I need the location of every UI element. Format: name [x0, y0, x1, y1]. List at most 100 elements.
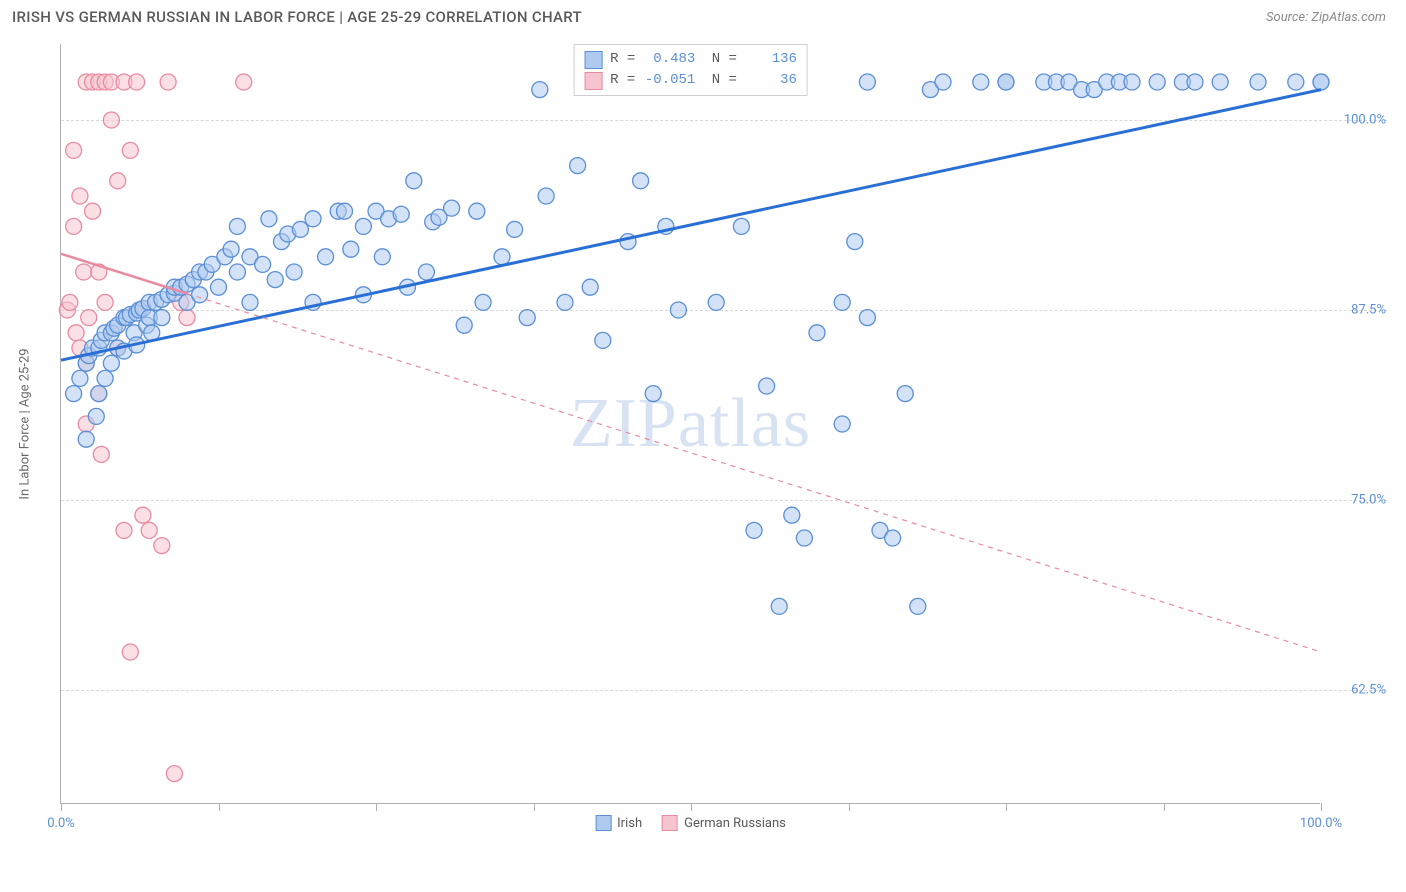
- y-axis-label: In Labor Force | Age 25-29: [18, 348, 33, 499]
- data-point: [337, 203, 353, 219]
- data-point: [110, 173, 126, 189]
- data-point: [538, 188, 554, 204]
- data-point: [286, 264, 302, 280]
- data-point: [633, 173, 649, 189]
- data-point: [267, 272, 283, 288]
- x-tick: [534, 803, 535, 811]
- data-point: [532, 82, 548, 98]
- data-point: [66, 142, 82, 158]
- data-point: [784, 507, 800, 523]
- scatter-plot-svg: [61, 44, 1321, 804]
- data-point: [796, 530, 812, 546]
- data-point: [66, 218, 82, 234]
- trend-line: [187, 294, 1321, 652]
- data-point: [116, 522, 132, 538]
- y-tick-label: 75.0%: [1351, 493, 1386, 508]
- legend-r-label: R =: [610, 49, 635, 70]
- data-point: [1212, 74, 1228, 90]
- data-point: [708, 294, 724, 310]
- y-tick-label: 100.0%: [1344, 113, 1386, 128]
- data-point: [154, 538, 170, 554]
- data-point: [122, 644, 138, 660]
- data-point: [834, 416, 850, 432]
- x-tick: [1006, 803, 1007, 811]
- source-label: Source: ZipAtlas.com: [1266, 10, 1386, 25]
- data-point: [645, 386, 661, 402]
- data-point: [1288, 74, 1304, 90]
- data-point: [557, 294, 573, 310]
- bottom-legend-irish: Irish: [595, 815, 642, 831]
- data-point: [141, 522, 157, 538]
- data-point: [771, 598, 787, 614]
- data-point: [374, 249, 390, 265]
- legend-swatch-irish: [584, 51, 602, 69]
- data-point: [122, 142, 138, 158]
- data-point: [973, 74, 989, 90]
- correlation-legend: R = 0.483 N = 136 R = -0.051 N = 36: [573, 44, 808, 96]
- bottom-swatch-german: [662, 815, 678, 831]
- data-point: [456, 317, 472, 333]
- data-point: [261, 211, 277, 227]
- data-point: [103, 355, 119, 371]
- data-point: [475, 294, 491, 310]
- x-tick: [849, 803, 850, 811]
- data-point: [834, 294, 850, 310]
- data-point: [393, 206, 409, 222]
- data-point: [78, 431, 94, 447]
- data-point: [897, 386, 913, 402]
- plot-area: In Labor Force | Age 25-29 62.5%75.0%87.…: [60, 44, 1320, 804]
- data-point: [242, 294, 258, 310]
- data-point: [72, 188, 88, 204]
- data-point: [97, 370, 113, 386]
- x-tick-max: 100.0%: [1300, 816, 1342, 831]
- data-point: [998, 74, 1014, 90]
- data-point: [255, 256, 271, 272]
- bottom-legend: Irish German Russians: [595, 815, 786, 831]
- data-point: [1187, 74, 1203, 90]
- data-point: [1250, 74, 1266, 90]
- data-point: [85, 203, 101, 219]
- data-point: [160, 74, 176, 90]
- data-point: [229, 264, 245, 280]
- data-point: [935, 74, 951, 90]
- data-point: [910, 598, 926, 614]
- legend-n-value-german: 36: [745, 70, 797, 91]
- data-point: [418, 264, 434, 280]
- bottom-legend-german: German Russians: [662, 815, 786, 831]
- y-tick-label: 87.5%: [1351, 303, 1386, 318]
- data-point: [809, 325, 825, 341]
- data-point: [595, 332, 611, 348]
- data-point: [859, 310, 875, 326]
- data-point: [62, 294, 78, 310]
- data-point: [1124, 74, 1140, 90]
- data-point: [318, 249, 334, 265]
- data-point: [135, 507, 151, 523]
- data-point: [68, 325, 84, 341]
- x-tick: [691, 803, 692, 811]
- bottom-label-irish: Irish: [617, 816, 642, 831]
- data-point: [66, 386, 82, 402]
- data-point: [103, 112, 119, 128]
- data-point: [1313, 74, 1329, 90]
- data-point: [859, 74, 875, 90]
- data-point: [519, 310, 535, 326]
- data-point: [88, 408, 104, 424]
- data-point: [97, 294, 113, 310]
- data-point: [76, 264, 92, 280]
- x-tick: [219, 803, 220, 811]
- legend-n-label: N =: [703, 49, 737, 70]
- data-point: [406, 173, 422, 189]
- legend-r-value-german: -0.051: [643, 70, 695, 91]
- data-point: [582, 279, 598, 295]
- data-point: [166, 766, 182, 782]
- data-point: [81, 310, 97, 326]
- legend-row-irish: R = 0.483 N = 136: [584, 49, 797, 70]
- x-tick-min: 0.0%: [47, 816, 75, 831]
- data-point: [444, 200, 460, 216]
- data-point: [469, 203, 485, 219]
- data-point: [91, 386, 107, 402]
- y-tick-label: 62.5%: [1351, 683, 1386, 698]
- chart-container: In Labor Force | Age 25-29 62.5%75.0%87.…: [60, 44, 1386, 834]
- legend-n-value-irish: 136: [745, 49, 797, 70]
- chart-title: IRISH VS GERMAN RUSSIAN IN LABOR FORCE |…: [12, 8, 582, 26]
